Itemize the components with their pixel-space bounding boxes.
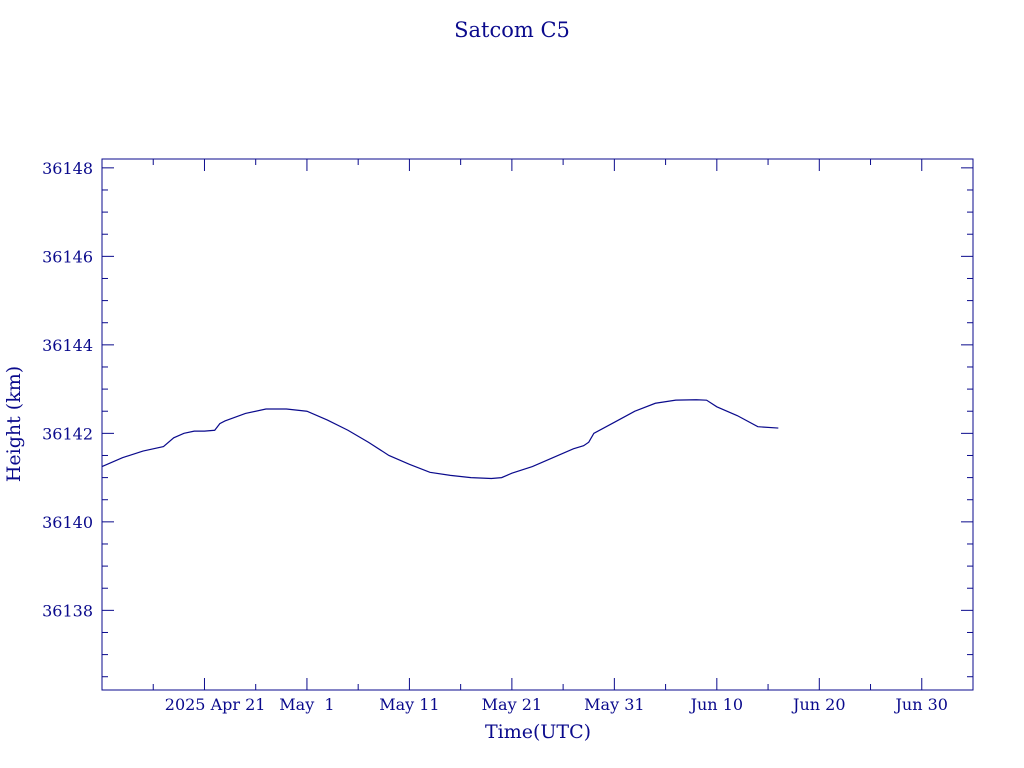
- y-tick-label: 36148: [42, 159, 93, 178]
- x-tick-label: Jun 20: [791, 695, 845, 714]
- x-tick-labels: 2025 Apr 21 May 1 May 11 May 21 May 31 Jun 10…: [165, 695, 948, 714]
- axis-ticks: [101, 159, 974, 690]
- x-tick-label: May 31: [584, 695, 644, 714]
- x-tick-label: May 1: [279, 695, 334, 714]
- y-tick-label: 36144: [42, 336, 93, 355]
- y-tick-labels: 36138 36140 36142 36144 36146 36148: [42, 159, 93, 620]
- y-tick-label: 36140: [42, 513, 93, 532]
- x-tick-label: Jun 30: [894, 695, 948, 714]
- plot-frame: [101, 158, 974, 691]
- y-axis-label: Height (km): [3, 366, 25, 482]
- chart-title: Satcom C5: [454, 18, 570, 42]
- y-tick-label: 36146: [42, 247, 93, 266]
- x-tick-label: 2025 Apr 21: [165, 695, 266, 714]
- x-tick-label: Jun 10: [689, 695, 743, 714]
- x-axis-label: Time(UTC): [485, 721, 591, 743]
- x-tick-label: May 11: [379, 695, 439, 714]
- series-line: [101, 399, 779, 480]
- x-tick-label: May 21: [482, 695, 542, 714]
- y-tick-label: 36138: [42, 601, 93, 620]
- y-tick-label: 36142: [42, 424, 93, 443]
